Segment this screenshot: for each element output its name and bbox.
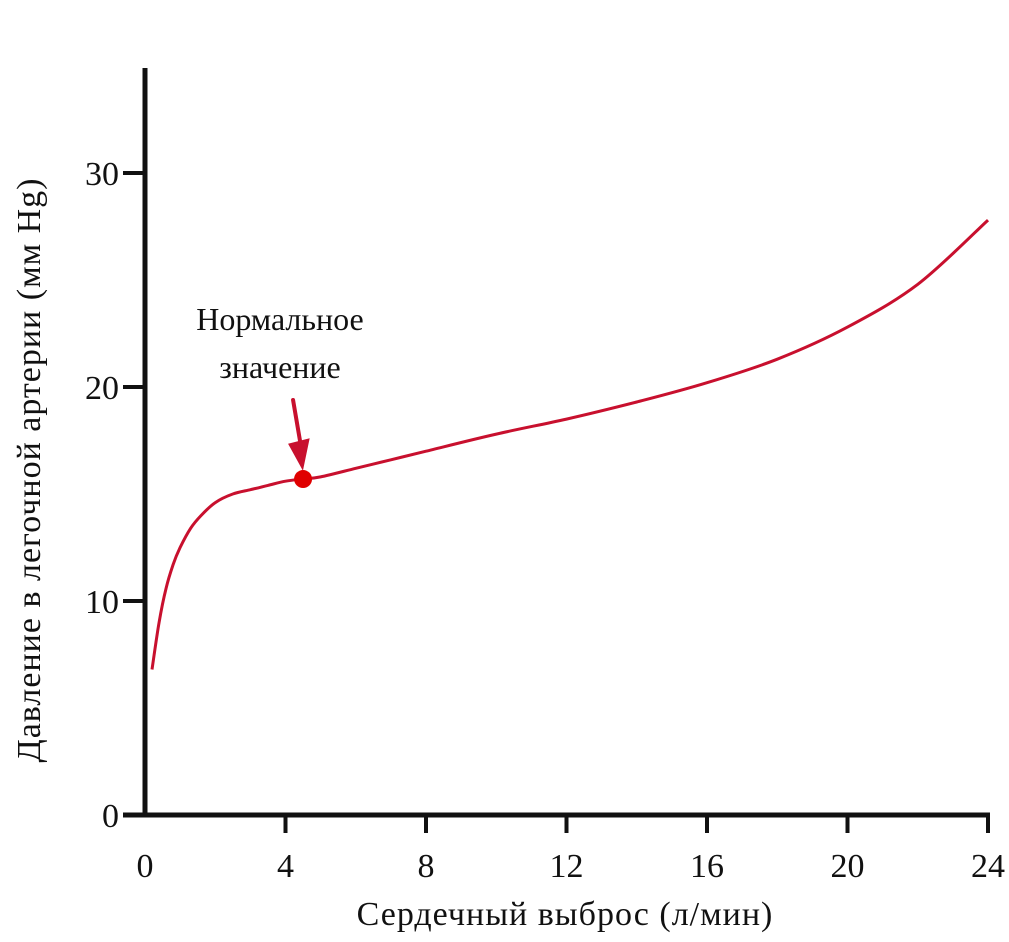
annotation-arrow-icon bbox=[288, 398, 310, 471]
x-axis-title: Сердечный выброс (л/мин) bbox=[357, 896, 774, 933]
series-line-pressure bbox=[150, 218, 990, 670]
x-tick-label: 20 bbox=[831, 848, 865, 885]
x-tick-label: 12 bbox=[550, 848, 584, 885]
annotation-label-line-1: Нормальное bbox=[196, 301, 363, 337]
y-tick-label: 30 bbox=[85, 156, 119, 193]
x-tick-label: 0 bbox=[137, 848, 154, 885]
annotation-normal-value: Нормальное значение bbox=[196, 301, 364, 471]
y-tick-label: 20 bbox=[85, 370, 119, 407]
x-tick-label: 16 bbox=[690, 848, 724, 885]
annotation-label-line-2: значение bbox=[219, 349, 340, 385]
normal-value-marker bbox=[294, 470, 313, 489]
x-tick-label: 4 bbox=[277, 848, 294, 885]
y-axis-title: Давление в легочной артерии (мм Hg) bbox=[11, 178, 48, 763]
axes bbox=[123, 68, 990, 818]
y-tick-label: 0 bbox=[102, 798, 119, 835]
x-tick-label: 24 bbox=[971, 848, 1005, 885]
y-tick-label: 10 bbox=[85, 584, 119, 621]
ticks: 0 4 8 12 16 20 24 0 10 20 30 bbox=[85, 156, 1005, 885]
x-tick-label: 8 bbox=[418, 848, 435, 885]
